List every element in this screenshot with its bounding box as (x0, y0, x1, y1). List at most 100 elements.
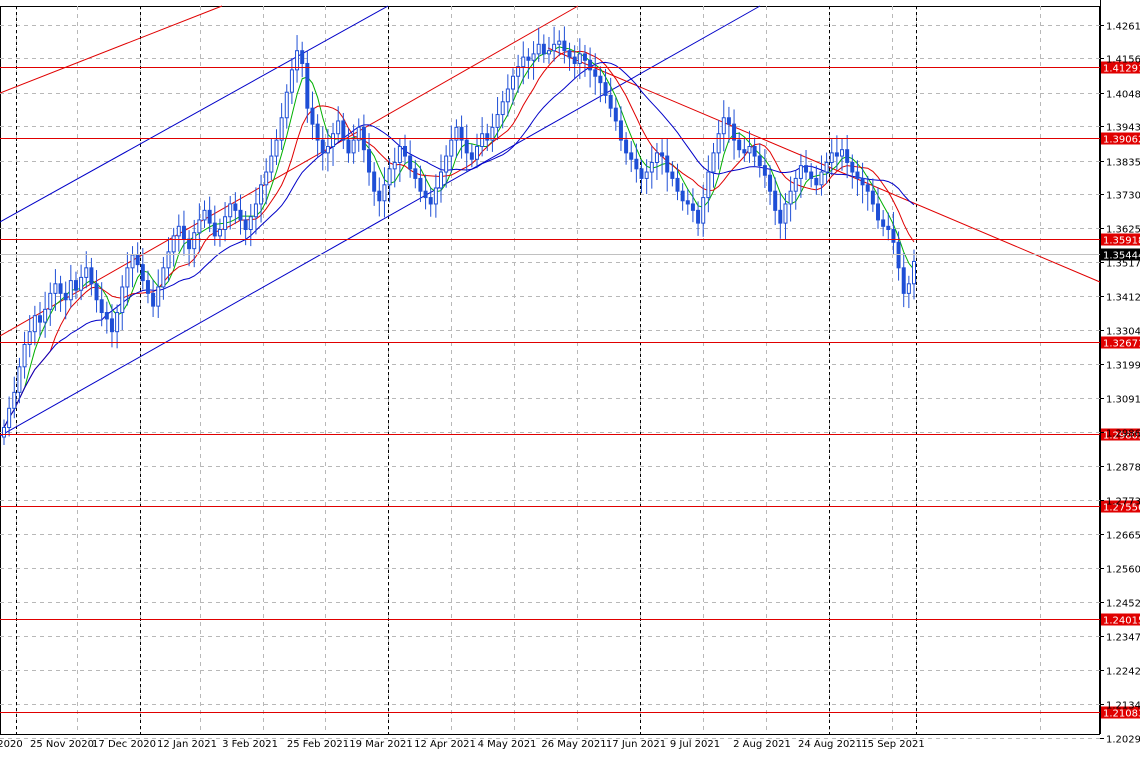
price-tick-label: 1.42610 (1106, 22, 1140, 33)
candle-body (161, 267, 166, 288)
candle (495, 97, 500, 141)
candle (716, 119, 721, 170)
candle-body (814, 177, 819, 186)
candle (433, 174, 438, 218)
candle-body (197, 219, 202, 234)
candle (145, 270, 150, 304)
candle (331, 122, 336, 166)
candle-body (526, 56, 531, 61)
time-tick-label: 3 Feb 2021 (222, 739, 278, 750)
candle (788, 176, 793, 222)
candle (68, 264, 73, 308)
time-tick-label: 17 Dec 2020 (92, 739, 156, 750)
price-tick-label: 1.30910 (1106, 395, 1140, 406)
candle-body (485, 133, 490, 141)
candle (768, 165, 773, 205)
time-tick-label: 2020 (0, 739, 23, 750)
candle (474, 133, 479, 169)
candle-body (716, 133, 721, 154)
candle (675, 163, 680, 201)
candle (660, 139, 665, 175)
price-tick-label: 1.25600 (1106, 565, 1140, 576)
candle-body (151, 292, 156, 307)
candle (701, 184, 706, 237)
candle-body (793, 177, 798, 192)
candle-body (413, 168, 418, 179)
candle (618, 106, 623, 151)
candle-body (613, 107, 618, 122)
candle (89, 257, 94, 296)
candle-body (490, 126, 495, 141)
candle (721, 100, 726, 152)
candle (670, 161, 675, 187)
candle-body (295, 50, 300, 71)
candle (798, 153, 803, 198)
descending-trend-line[interactable] (547, 47, 1101, 283)
candle (84, 251, 89, 289)
time-tick-label: 25 Feb 2021 (287, 739, 349, 750)
price-tick-label: 1.23470 (1106, 633, 1140, 644)
candle-body (644, 171, 649, 179)
candle-body (32, 315, 37, 333)
candle (73, 271, 78, 300)
candle (253, 187, 258, 235)
candle-body (12, 391, 17, 409)
candle-body (187, 238, 192, 250)
level-price-label: 1.21083 (1103, 709, 1140, 720)
candle (269, 138, 274, 181)
candle (855, 160, 860, 196)
candle-body (243, 219, 248, 231)
candle (166, 237, 171, 282)
candle-body (901, 267, 906, 294)
candle-body (665, 155, 670, 173)
upper-channel-red-line[interactable] (0, 5, 223, 94)
candle-body (53, 283, 58, 294)
level-price-tag (1101, 428, 1140, 441)
candle-body (737, 139, 742, 151)
candle-body (89, 267, 94, 285)
candle-body (778, 209, 783, 224)
trend-lines[interactable] (0, 5, 1101, 437)
time-tick-label: 26 May 2021 (541, 739, 606, 750)
candle (696, 201, 701, 236)
candle-body (171, 235, 176, 253)
candle (464, 124, 469, 173)
candle (752, 137, 757, 167)
candle-body (459, 126, 464, 141)
candle (346, 128, 351, 163)
candle (176, 214, 181, 252)
price-axis[interactable]: 1.42610 1.41560 1.40480 1.39430 1.38350 1.373… (1100, 0, 1140, 746)
candle (264, 158, 269, 205)
candle-body (351, 139, 356, 154)
candle-body (660, 152, 665, 157)
candle (536, 27, 541, 62)
candle (413, 159, 418, 189)
candle-body (331, 133, 336, 147)
candle-body (670, 171, 675, 179)
candle (125, 252, 130, 306)
candle (223, 202, 228, 242)
lower-channel-blue-line[interactable] (0, 5, 761, 437)
candle-body (593, 69, 598, 77)
candle-body (125, 267, 130, 288)
candle (480, 117, 485, 157)
candle (156, 269, 161, 318)
candle-body (48, 292, 53, 310)
candle (773, 177, 778, 226)
candle (207, 196, 212, 233)
candle-body (289, 69, 294, 93)
price-tick-label: 1.22420 (1106, 667, 1140, 678)
candle-body (109, 318, 114, 333)
upper-channel-blue-line[interactable] (0, 5, 389, 223)
candle-body (454, 126, 459, 141)
candle-body (392, 161, 397, 170)
candle-body (747, 145, 752, 154)
price-tick-label: 1.41560 (1106, 55, 1140, 66)
candle (382, 167, 387, 218)
candle-body (845, 149, 850, 163)
